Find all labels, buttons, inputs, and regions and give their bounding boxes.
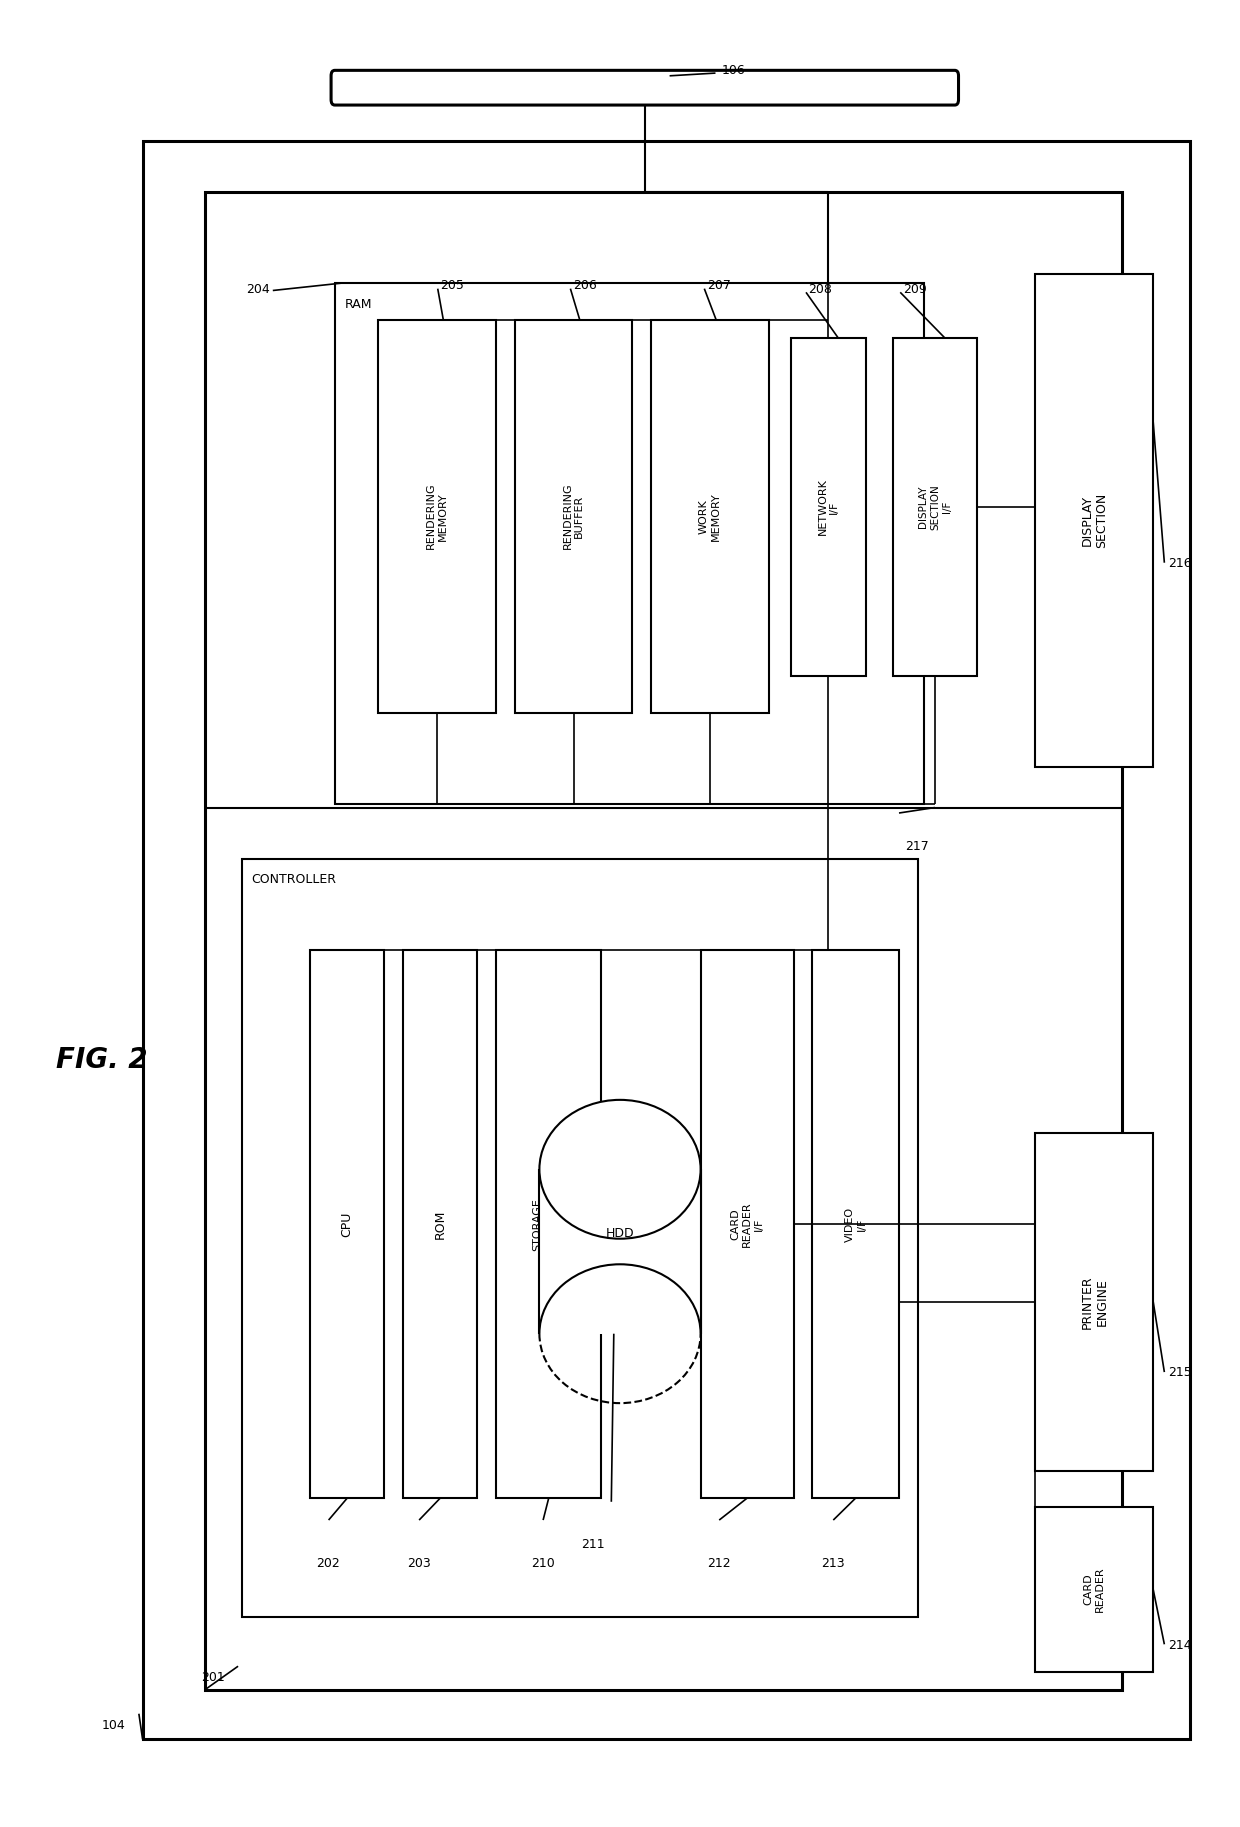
Text: 211: 211 [582,1538,605,1551]
Bar [205,192,1122,1690]
Text: 208: 208 [808,283,832,296]
Text: 201: 201 [201,1672,224,1684]
Text: 204: 204 [247,283,270,296]
Bar [335,283,924,804]
Text: 210: 210 [531,1557,554,1569]
Ellipse shape [539,1100,701,1239]
Bar [403,950,477,1498]
Text: 213: 213 [821,1557,844,1569]
Text: NETWORK
I/F: NETWORK I/F [817,479,839,535]
Text: 206: 206 [573,280,596,292]
Bar [791,338,866,676]
Text: CARD
READER
I/F: CARD READER I/F [730,1202,764,1246]
Text: FIG. 2: FIG. 2 [56,1045,148,1074]
FancyBboxPatch shape [331,69,959,104]
Text: 216: 216 [1168,557,1192,570]
Bar [242,859,918,1617]
Text: WORK
MEMORY: WORK MEMORY [699,491,720,541]
Text: RENDERING
BUFFER: RENDERING BUFFER [563,482,584,550]
Text: DISPLAY
SECTION: DISPLAY SECTION [1080,493,1109,548]
Text: VIDEO
I/F: VIDEO I/F [844,1206,867,1242]
Bar [1035,1507,1153,1672]
Text: 203: 203 [407,1557,430,1569]
Text: 202: 202 [316,1557,340,1569]
Bar [310,950,384,1498]
Bar [143,141,1190,1739]
Text: DISPLAY
SECTION
I/F: DISPLAY SECTION I/F [919,484,951,530]
Text: ROM: ROM [434,1209,446,1239]
Bar [1035,274,1153,767]
Bar [378,320,496,713]
Text: HDD: HDD [605,1226,635,1241]
Bar [651,320,769,713]
Bar [496,950,601,1498]
Text: CPU: CPU [341,1211,353,1237]
Text: 205: 205 [440,280,464,292]
Text: RENDERING
MEMORY: RENDERING MEMORY [427,482,448,550]
Text: 217: 217 [905,840,929,853]
Text: 209: 209 [903,283,926,296]
Text: CARD
READER: CARD READER [1084,1568,1105,1611]
Bar [701,950,794,1498]
Bar [893,338,977,676]
Text: 207: 207 [707,280,730,292]
Bar [539,1169,701,1334]
Text: 212: 212 [707,1557,730,1569]
Text: CONTROLLER: CONTROLLER [252,873,337,886]
Bar [515,320,632,713]
Text: RAM: RAM [345,298,372,311]
Text: 215: 215 [1168,1367,1192,1379]
Bar [812,950,899,1498]
Text: PRINTER
ENGINE: PRINTER ENGINE [1080,1275,1109,1328]
Text: 106: 106 [722,64,745,77]
Text: STORAGE
DEVICE
I/F: STORAGE DEVICE I/F [532,1199,565,1250]
Text: 104: 104 [102,1719,125,1732]
Bar [1035,1133,1153,1471]
Text: 214: 214 [1168,1639,1192,1652]
